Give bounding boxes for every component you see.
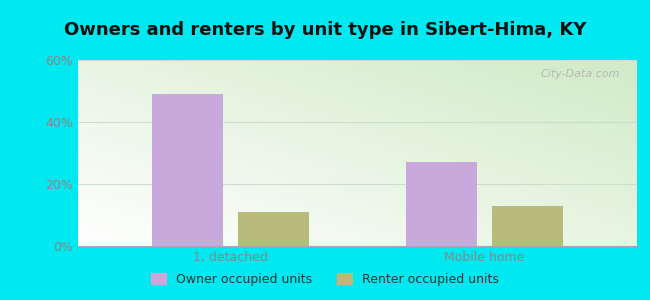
Bar [492,206,564,246]
Text: City-Data.com: City-Data.com [541,69,620,79]
Bar [238,212,309,246]
Text: Owners and renters by unit type in Sibert-Hima, KY: Owners and renters by unit type in Siber… [64,21,586,39]
Legend: Owner occupied units, Renter occupied units: Owner occupied units, Renter occupied un… [146,268,504,291]
Bar [151,94,223,246]
Bar [406,162,477,246]
